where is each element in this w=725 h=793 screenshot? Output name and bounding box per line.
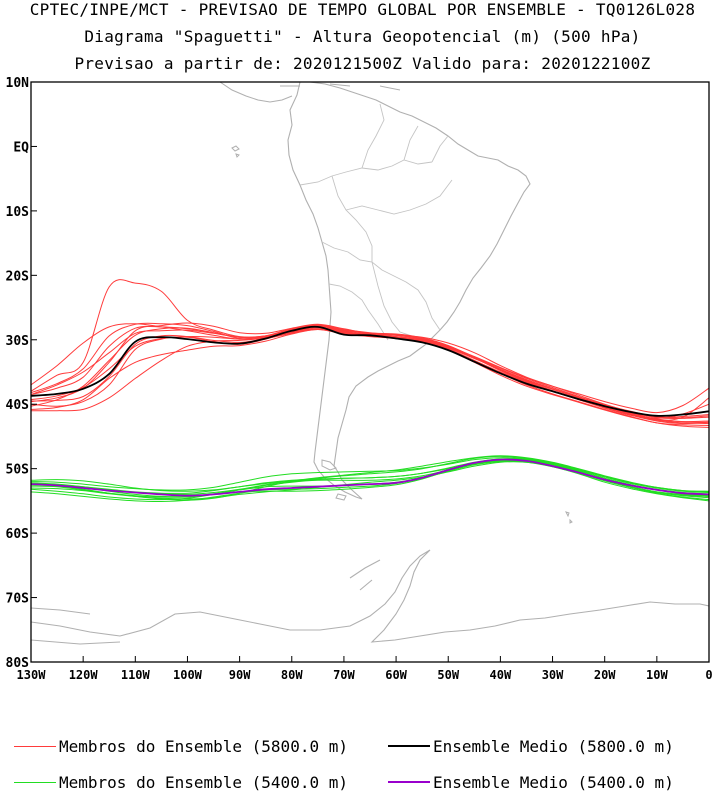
lat-label-eq: EQ xyxy=(13,140,29,155)
legend-label-member-5800: Membros do Ensemble (5800.0 m) xyxy=(59,736,348,756)
lon-label-120w: 120W xyxy=(69,668,99,682)
lat-label-10n: 10N xyxy=(6,76,30,91)
legend-member-5400: Membros do Ensemble (5400.0 m) xyxy=(14,771,348,793)
central-america-coastline xyxy=(219,82,401,103)
member-5800-line-9 xyxy=(31,328,709,425)
lon-label-60w: 60W xyxy=(385,668,407,682)
lon-label-50w: 50W xyxy=(437,668,459,682)
legend-label-mean-5400: Ensemble Medio (5400.0 m) xyxy=(433,772,674,792)
lon-label-70w: 70W xyxy=(333,668,355,682)
ensemble-mean-5800-line xyxy=(31,325,709,417)
lat-label-40s: 40S xyxy=(6,398,30,413)
lon-label-90w: 90W xyxy=(229,668,251,682)
island-coastlines xyxy=(231,145,573,524)
basemap xyxy=(31,82,709,645)
member-5400-line-7 xyxy=(31,460,709,503)
lat-label-10s: 10S xyxy=(6,205,30,220)
lat-label-30s: 30S xyxy=(6,334,30,349)
legend-mean-5400: Ensemble Medio (5400.0 m) xyxy=(388,771,674,793)
lon-label-100w: 100W xyxy=(173,668,203,682)
legend-member-5800: Membros do Ensemble (5800.0 m) xyxy=(14,735,348,757)
lat-label-50s: 50S xyxy=(6,463,30,478)
member-5400-line-5 xyxy=(31,455,709,492)
lon-label-20w: 20W xyxy=(594,668,616,682)
lon-label-40w: 40W xyxy=(490,668,512,682)
legend-swatch-member-5800 xyxy=(14,745,56,747)
ice-shelf xyxy=(31,607,121,645)
plot-frame xyxy=(30,81,710,663)
member-5800-line-1 xyxy=(31,322,709,421)
legend-label-mean-5800: Ensemble Medio (5800.0 m) xyxy=(433,736,674,756)
legend-swatch-mean-5400 xyxy=(388,781,430,783)
legend-label-member-5400: Membros do Ensemble (5400.0 m) xyxy=(59,772,348,792)
ensemble-mean-5400-line xyxy=(31,458,709,497)
member-5800-line-11 xyxy=(31,279,709,414)
legend-mean-5800: Ensemble Medio (5800.0 m) xyxy=(388,735,674,757)
title-line-3: Previsao a partir de: 2020121500Z Valido… xyxy=(74,54,651,73)
legend-swatch-mean-5800 xyxy=(388,745,430,747)
lat-label-80s: 80S xyxy=(6,656,30,671)
lon-label-30w: 30W xyxy=(542,668,564,682)
lon-label-110w: 110W xyxy=(121,668,151,682)
title-line-1: CPTEC/INPE/MCT - PREVISAO DE TEMPO GLOBA… xyxy=(29,0,696,19)
title-line-2: Diagrama "Spaguetti" - Altura Geopotenci… xyxy=(84,27,641,46)
country-borders xyxy=(299,103,453,341)
lon-label-80w: 80W xyxy=(281,668,303,682)
lat-label-70s: 70S xyxy=(6,592,30,607)
lat-label-20s: 20S xyxy=(6,269,30,284)
lon-label-0: 0 xyxy=(705,668,712,682)
lon-label-130w: 130W xyxy=(17,668,47,682)
antarctica-coastline xyxy=(31,549,709,643)
contour-series-layer xyxy=(31,279,709,503)
lat-label-60s: 60S xyxy=(6,527,30,542)
legend-swatch-member-5400 xyxy=(14,781,56,783)
lon-label-10w: 10W xyxy=(646,668,668,682)
